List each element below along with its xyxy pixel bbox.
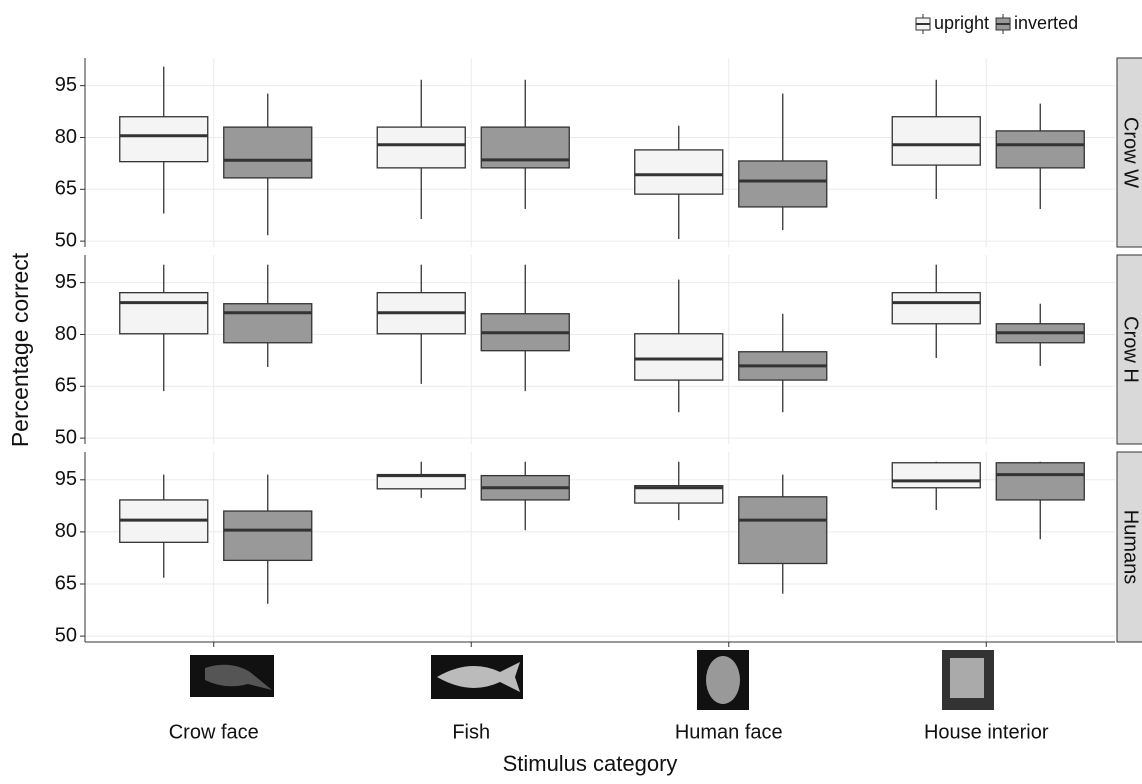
y-tick-label: 65 bbox=[55, 375, 77, 397]
facet-label: Crow H bbox=[1120, 316, 1142, 383]
box bbox=[376, 126, 466, 169]
box bbox=[891, 462, 981, 489]
box bbox=[634, 149, 724, 195]
x-tick-label: Crow face bbox=[169, 721, 259, 743]
box bbox=[738, 496, 828, 565]
crow-shape bbox=[205, 664, 272, 690]
y-axis-label: Percentage correct bbox=[7, 252, 33, 447]
facet-strip bbox=[1116, 451, 1142, 643]
y-tick-label: 80 bbox=[55, 126, 77, 148]
facet-strip bbox=[1116, 57, 1142, 248]
box bbox=[891, 292, 981, 325]
box bbox=[995, 462, 1085, 501]
legend-label: inverted bbox=[1014, 13, 1078, 33]
box bbox=[738, 160, 828, 208]
box bbox=[119, 116, 209, 163]
facet-strip bbox=[1116, 254, 1142, 445]
y-tick-label: 65 bbox=[55, 572, 77, 594]
facet-label: Humans bbox=[1120, 510, 1142, 584]
box bbox=[995, 130, 1085, 169]
thumbnails bbox=[190, 650, 994, 710]
x-tick-label: Fish bbox=[452, 721, 490, 743]
box bbox=[480, 126, 570, 169]
y-tick-label: 95 bbox=[55, 74, 77, 96]
y-tick-label: 80 bbox=[55, 323, 77, 345]
y-tick-label: 95 bbox=[55, 271, 77, 293]
y-tick-label: 50 bbox=[55, 624, 77, 646]
box bbox=[223, 126, 313, 179]
box bbox=[891, 116, 981, 166]
y-tick-label: 95 bbox=[55, 468, 77, 490]
facet-label: Crow W bbox=[1120, 117, 1142, 188]
x-tick-label: House interior bbox=[924, 721, 1049, 743]
box bbox=[634, 333, 724, 381]
box bbox=[634, 485, 724, 504]
x-tick-label: Human face bbox=[675, 721, 783, 743]
box bbox=[223, 303, 313, 344]
box bbox=[119, 292, 209, 335]
legend-label: upright bbox=[934, 13, 989, 33]
fish-shape bbox=[437, 662, 520, 692]
y-tick-label: 50 bbox=[55, 426, 77, 448]
box bbox=[223, 510, 313, 562]
y-tick-label: 50 bbox=[55, 229, 77, 251]
panel-background bbox=[85, 255, 1115, 444]
house-shape bbox=[950, 658, 984, 698]
y-tick-label: 80 bbox=[55, 520, 77, 542]
y-tick-label: 65 bbox=[55, 178, 77, 200]
x-axis-label: Stimulus category bbox=[503, 751, 678, 776]
face-shape bbox=[706, 656, 740, 704]
